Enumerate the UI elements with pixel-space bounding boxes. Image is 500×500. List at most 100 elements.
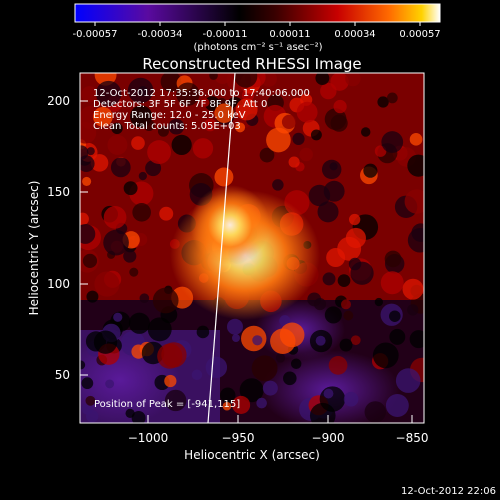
image-texture-blob [364, 401, 387, 423]
image-texture-blob [176, 82, 200, 106]
image-texture-blob [205, 356, 228, 379]
image-texture-blob [113, 312, 123, 322]
image-texture-blob [231, 333, 240, 342]
image-texture-blob [315, 335, 326, 346]
image-texture-blob [404, 189, 424, 214]
image-texture-blob [323, 388, 334, 399]
image-texture-blob [380, 271, 404, 295]
image-texture-blob [385, 394, 409, 417]
image-texture-blob [138, 171, 147, 181]
image-texture-blob [204, 96, 220, 111]
image-texture-blob [275, 353, 286, 363]
x-tick-label: −950 [222, 431, 255, 445]
image-texture-blob [131, 136, 145, 150]
image-texture-blob [81, 377, 94, 390]
image-texture-blob [145, 160, 162, 177]
image-texture-blob [203, 118, 217, 132]
image-texture-blob [80, 155, 95, 173]
image-texture-blob [360, 127, 371, 137]
image-texture-blob [321, 159, 342, 180]
image-texture-blob [402, 278, 424, 300]
image-texture-blob [299, 147, 313, 162]
image-texture-blob [209, 73, 218, 80]
image-texture-blob [80, 122, 97, 144]
image-texture-blob [395, 368, 421, 393]
y-tick-label: 50 [55, 368, 70, 382]
image-texture-blob [283, 371, 297, 386]
image-texture-blob [157, 125, 169, 137]
image-texture-blob [171, 134, 192, 156]
image-texture-blob [125, 408, 135, 418]
image-texture-blob [317, 201, 339, 223]
image-texture-blob [363, 163, 378, 178]
image-texture-blob [110, 157, 131, 178]
colorbar-ticks: -0.00057 -0.00034 -0.00011 0.00011 0.00034 0.… [73, 22, 441, 40]
image-texture-blob [288, 156, 300, 168]
y-tick-label: 100 [47, 277, 70, 291]
image-texture-blob [192, 138, 214, 159]
image-texture-blob [82, 253, 98, 268]
plot-title: Reconstructed RHESSI Image [142, 55, 361, 73]
image-texture-blob [80, 212, 89, 226]
image-texture-blob [214, 73, 231, 85]
colorbar-tick-label: 0.00034 [334, 29, 375, 40]
image-texture-blob [147, 140, 172, 165]
image-texture-blob [407, 228, 424, 253]
image-texture-blob [214, 167, 234, 187]
image-texture-blob [92, 106, 113, 127]
image-texture-blob [350, 335, 361, 346]
axis-ticks: −1000 −950 −900 −850 50 100 150 200 [47, 94, 428, 445]
image-texture-blob [131, 410, 146, 423]
image-texture-blob [152, 287, 179, 314]
image-texture-blob [222, 401, 232, 411]
image-texture-blob [337, 274, 351, 287]
plot-frame [79, 72, 425, 424]
info-peak: Position of Peak = [-941,115] [94, 399, 240, 410]
image-texture-blob [81, 86, 98, 103]
image-texture-blob [279, 322, 305, 348]
image-texture-blob [339, 338, 353, 352]
image-texture-blob [235, 122, 246, 133]
image-texture-blob [407, 304, 419, 316]
image-texture-blob [310, 129, 322, 141]
image-texture-blob [292, 132, 305, 146]
image-texture-blob [196, 325, 210, 339]
image-texture-blob [220, 387, 236, 403]
image-texture-blob [389, 310, 401, 322]
x-axis-label: Heliocentric X (arcsec) [184, 448, 320, 462]
image-texture-blob [128, 312, 151, 334]
image-texture-blob [377, 96, 389, 108]
info-clean: Clean Total counts: 5.05E+03 [93, 121, 241, 132]
image-texture-blob [324, 306, 342, 324]
image-texture-blob [160, 73, 182, 92]
image-texture-blob [105, 379, 115, 389]
timestamp: 12-Oct-2012 22:06 [401, 486, 496, 497]
image-texture-blob [296, 101, 318, 123]
image-texture-blob [111, 122, 123, 135]
image-texture-blob [372, 342, 399, 369]
image-texture-blob [409, 132, 423, 146]
image-texture-blob [86, 147, 95, 156]
colorbar-tick-label: -0.00034 [138, 29, 183, 40]
image-texture-blob [201, 98, 210, 107]
image-texture-blob [132, 202, 151, 222]
image-texture-blob [164, 374, 177, 388]
image-texture-blob [86, 290, 99, 303]
image-texture-blob [386, 92, 398, 104]
image-texture-blob [85, 409, 99, 423]
colorbar-tick-label: 0.00057 [399, 29, 440, 40]
image-texture-blob [103, 229, 129, 256]
image-texture-blob [374, 297, 384, 307]
image-texture-blob [319, 386, 346, 412]
image-texture-blob [85, 395, 96, 406]
image-texture-blob [348, 257, 362, 271]
image-texture-blob [315, 73, 330, 86]
y-tick-label: 200 [47, 94, 70, 108]
colorbar-tick-label: 0.00011 [269, 29, 310, 40]
image-texture-blob [129, 267, 139, 277]
image-texture-blob [239, 378, 264, 403]
image-texture-blob [214, 103, 234, 124]
image-texture-blob [328, 355, 348, 375]
info-detectors: Detectors: 3F 5F 6F 7F 8F 9F, Att 0 [93, 99, 267, 110]
image-texture-blob [82, 176, 92, 186]
